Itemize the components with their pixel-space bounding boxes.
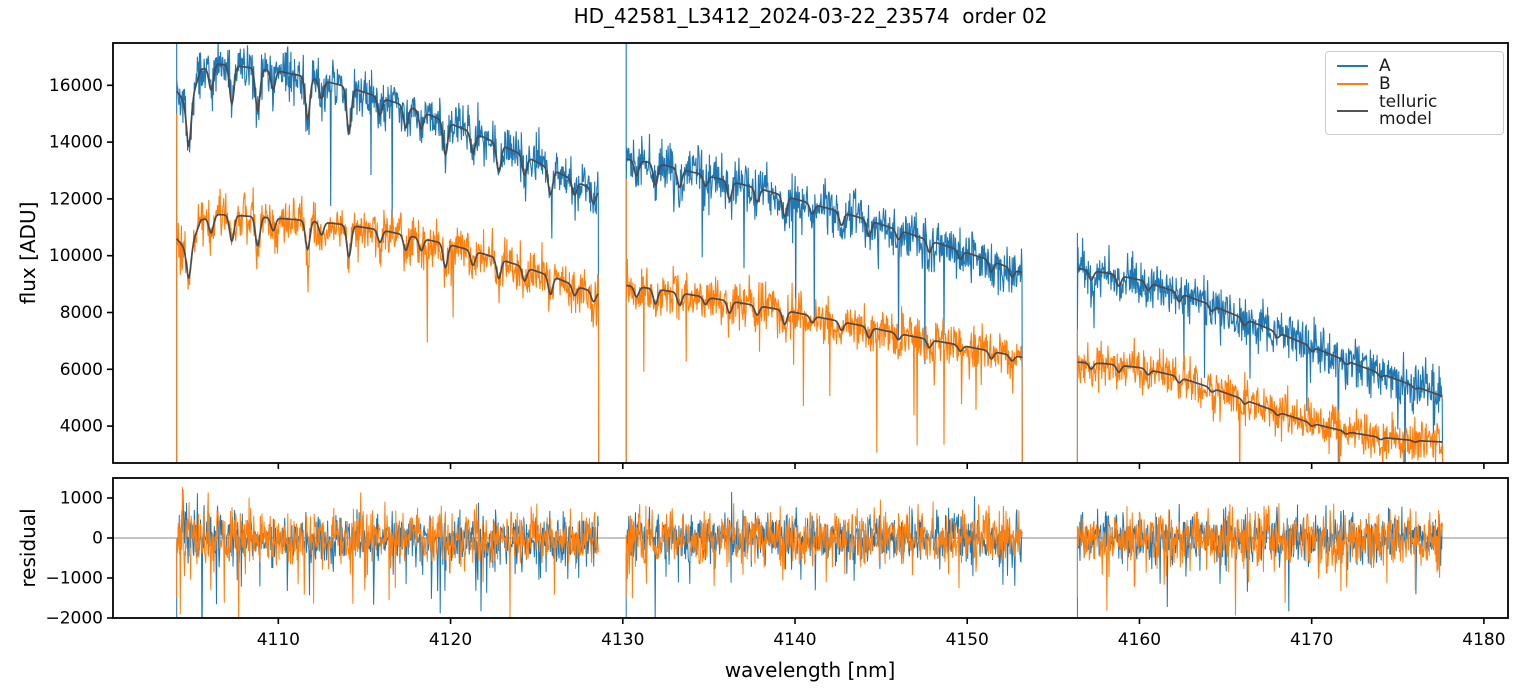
- x-tick-label: 4170: [1290, 630, 1333, 650]
- x-axis-label: wavelength [nm]: [724, 658, 896, 682]
- telluric-model-line: [176, 213, 599, 303]
- flux-y-axis-label: flux [ADU]: [16, 201, 40, 305]
- legend-label: telluric model: [1379, 92, 1438, 130]
- legend-label: A: [1379, 55, 1391, 76]
- telluric-model-line: [626, 158, 1023, 278]
- series-B-segment-line: [625, 179, 1023, 463]
- flux-y-tick-label: 6000: [60, 360, 103, 380]
- legend-line-sample: [1337, 110, 1368, 113]
- residual-y-tick-label: 0: [92, 529, 103, 549]
- legend-line-sample: [1337, 65, 1368, 68]
- figure-title: HD_42581_L3412_2024-03-22_23574 order 02: [573, 4, 1048, 28]
- residual-y-axis-label: residual: [16, 508, 40, 588]
- series-A-segment-line: [176, 43, 600, 463]
- flux-y-tick-label: 16000: [49, 76, 103, 96]
- telluric-model-line: [1077, 267, 1443, 398]
- residual-axes-spine: [112, 477, 1509, 619]
- residual-y-tick-label: −1000: [45, 569, 103, 589]
- x-tick-label: 4110: [257, 630, 300, 650]
- telluric-model-line: [1077, 361, 1443, 443]
- series-A-segment-line: [1076, 233, 1444, 463]
- legend-label: B: [1379, 73, 1391, 94]
- x-tick-label: 4160: [1118, 630, 1161, 650]
- x-tick-label: 4120: [429, 630, 472, 650]
- series-B-segment-line: [1076, 329, 1444, 463]
- residual-y-tick-label: −2000: [45, 609, 103, 629]
- residual-B-line: [176, 487, 599, 618]
- residual-B-line: [1076, 503, 1443, 616]
- telluric-model-line: [176, 63, 599, 205]
- legend-entry: A: [1337, 55, 1492, 76]
- flux-axes-spine: [112, 42, 1509, 464]
- x-tick-label: 4180: [1462, 630, 1505, 650]
- flux-y-tick-label: 8000: [60, 303, 103, 323]
- legend-entry: B: [1337, 73, 1492, 94]
- flux-y-tick-label: 4000: [60, 417, 103, 437]
- flux-y-tick-label: 10000: [49, 246, 103, 266]
- telluric-model-line: [626, 284, 1023, 362]
- flux-panel-data: [176, 43, 1444, 463]
- flux-y-tick-label: 14000: [49, 133, 103, 153]
- x-tick-label: 4150: [946, 630, 989, 650]
- residual-panel-data: [176, 487, 1443, 618]
- residual-y-tick-label: 1000: [60, 489, 103, 509]
- legend-line-sample: [1337, 83, 1368, 86]
- residual-B-line: [625, 499, 1023, 599]
- series-A-segment-line: [625, 43, 1023, 463]
- x-tick-label: 4140: [773, 630, 816, 650]
- flux-y-tick-label: 12000: [49, 189, 103, 209]
- x-tick-label: 4130: [601, 630, 644, 650]
- legend-entry: telluric model: [1337, 94, 1492, 128]
